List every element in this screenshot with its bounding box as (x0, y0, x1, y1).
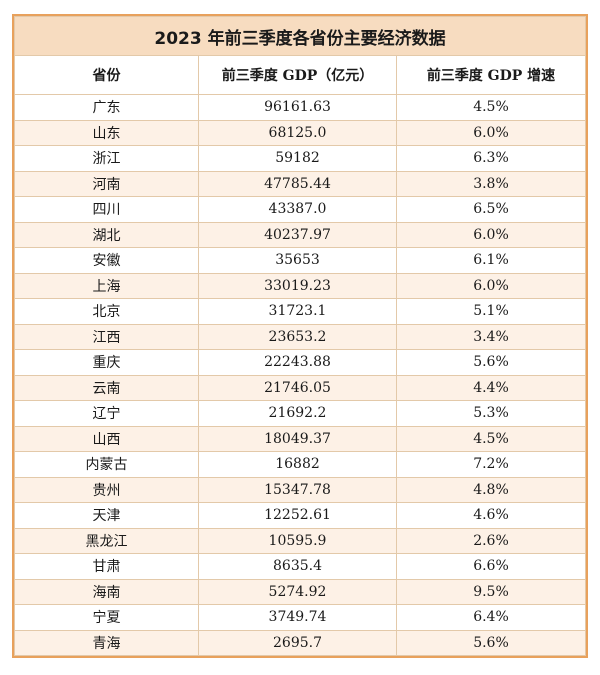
cell-growth: 6.3% (396, 145, 586, 172)
cell-province: 北京 (14, 298, 199, 325)
cell-growth: 2.6% (396, 527, 586, 554)
table-row: 天津 12252.61 4.6% (14, 502, 586, 529)
cell-growth: 5.3% (396, 400, 586, 427)
cell-gdp: 47785.44 (198, 170, 397, 197)
cell-gdp: 21692.2 (198, 400, 397, 427)
table-row: 安徽 35653 6.1% (14, 247, 586, 274)
cell-growth: 5.6% (396, 629, 586, 656)
table-row: 山东 68125.0 6.0% (14, 119, 586, 146)
cell-province: 安徽 (14, 247, 199, 274)
cell-growth: 9.5% (396, 578, 586, 605)
cell-growth: 6.0% (396, 221, 586, 248)
cell-gdp: 96161.63 (198, 94, 397, 121)
cell-province: 山西 (14, 425, 199, 452)
cell-gdp: 31723.1 (198, 298, 397, 325)
table-row: 上海 33019.23 6.0% (14, 272, 586, 299)
cell-growth: 4.5% (396, 94, 586, 121)
cell-gdp: 18049.37 (198, 425, 397, 452)
cell-gdp: 5274.92 (198, 578, 397, 605)
table-row: 北京 31723.1 5.1% (14, 298, 586, 325)
cell-growth: 6.4% (396, 604, 586, 631)
table-title: 2023 年前三季度各省份主要经济数据 (14, 16, 586, 56)
cell-gdp: 40237.97 (198, 221, 397, 248)
cell-growth: 5.6% (396, 349, 586, 376)
cell-gdp: 12252.61 (198, 502, 397, 529)
cell-gdp: 43387.0 (198, 196, 397, 223)
table-row: 浙江 59182 6.3% (14, 145, 586, 172)
table-title-row: 2023 年前三季度各省份主要经济数据 (14, 16, 586, 56)
cell-province: 湖北 (14, 221, 199, 248)
header-growth: 前三季度 GDP 增速 (396, 55, 586, 95)
table-row: 四川 43387.0 6.5% (14, 196, 586, 223)
cell-gdp: 33019.23 (198, 272, 397, 299)
cell-growth: 6.1% (396, 247, 586, 274)
cell-province: 河南 (14, 170, 199, 197)
cell-growth: 6.6% (396, 553, 586, 580)
cell-province: 甘肃 (14, 553, 199, 580)
table-row: 山西 18049.37 4.5% (14, 425, 586, 452)
table-row: 河南 47785.44 3.8% (14, 170, 586, 197)
cell-gdp: 16882 (198, 451, 397, 478)
cell-growth: 7.2% (396, 451, 586, 478)
cell-growth: 4.5% (396, 425, 586, 452)
cell-gdp: 35653 (198, 247, 397, 274)
cell-province: 贵州 (14, 476, 199, 503)
cell-gdp: 3749.74 (198, 604, 397, 631)
gdp-table: 2023 年前三季度各省份主要经济数据 省份 前三季度 GDP（亿元） 前三季度… (14, 16, 586, 656)
cell-province: 海南 (14, 578, 199, 605)
table-row: 黑龙江 10595.9 2.6% (14, 527, 586, 554)
table-header-row: 省份 前三季度 GDP（亿元） 前三季度 GDP 增速 (14, 55, 586, 95)
cell-gdp: 59182 (198, 145, 397, 172)
cell-province: 宁夏 (14, 604, 199, 631)
header-gdp: 前三季度 GDP（亿元） (198, 55, 397, 95)
cell-province: 黑龙江 (14, 527, 199, 554)
cell-gdp: 10595.9 (198, 527, 397, 554)
cell-province: 上海 (14, 272, 199, 299)
cell-province: 内蒙古 (14, 451, 199, 478)
cell-province: 四川 (14, 196, 199, 223)
cell-growth: 6.5% (396, 196, 586, 223)
table-row: 重庆 22243.88 5.6% (14, 349, 586, 376)
table-row: 宁夏 3749.74 6.4% (14, 604, 586, 631)
cell-gdp: 68125.0 (198, 119, 397, 146)
table-row: 内蒙古 16882 7.2% (14, 451, 586, 478)
table-row: 广东 96161.63 4.5% (14, 94, 586, 121)
table-row: 云南 21746.05 4.4% (14, 374, 586, 401)
cell-province: 青海 (14, 629, 199, 656)
table-row: 湖北 40237.97 6.0% (14, 221, 586, 248)
cell-province: 浙江 (14, 145, 199, 172)
cell-gdp: 22243.88 (198, 349, 397, 376)
cell-gdp: 21746.05 (198, 374, 397, 401)
cell-province: 辽宁 (14, 400, 199, 427)
cell-growth: 3.4% (396, 323, 586, 350)
cell-growth: 4.6% (396, 502, 586, 529)
cell-province: 云南 (14, 374, 199, 401)
cell-province: 天津 (14, 502, 199, 529)
cell-growth: 4.4% (396, 374, 586, 401)
cell-gdp: 8635.4 (198, 553, 397, 580)
table-row: 海南 5274.92 9.5% (14, 578, 586, 605)
table-row: 贵州 15347.78 4.8% (14, 476, 586, 503)
cell-gdp: 15347.78 (198, 476, 397, 503)
cell-growth: 3.8% (396, 170, 586, 197)
cell-growth: 6.0% (396, 119, 586, 146)
table-row: 江西 23653.2 3.4% (14, 323, 586, 350)
cell-province: 山东 (14, 119, 199, 146)
table-row: 辽宁 21692.2 5.3% (14, 400, 586, 427)
cell-growth: 4.8% (396, 476, 586, 503)
table-row: 甘肃 8635.4 6.6% (14, 553, 586, 580)
cell-growth: 6.0% (396, 272, 586, 299)
gdp-table-container: 2023 年前三季度各省份主要经济数据 省份 前三季度 GDP（亿元） 前三季度… (12, 14, 588, 658)
cell-growth: 5.1% (396, 298, 586, 325)
header-province: 省份 (14, 55, 199, 95)
cell-province: 广东 (14, 94, 199, 121)
table-row: 青海 2695.7 5.6% (14, 629, 586, 656)
cell-province: 江西 (14, 323, 199, 350)
cell-gdp: 23653.2 (198, 323, 397, 350)
cell-gdp: 2695.7 (198, 629, 397, 656)
table-body: 广东 96161.63 4.5% 山东 68125.0 6.0% 浙江 59182 6.3% 河南… (14, 94, 586, 656)
cell-province: 重庆 (14, 349, 199, 376)
